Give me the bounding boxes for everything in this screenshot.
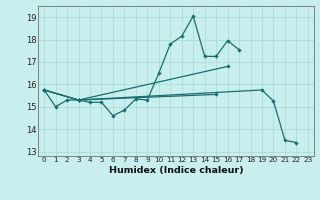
X-axis label: Humidex (Indice chaleur): Humidex (Indice chaleur) bbox=[109, 166, 243, 175]
